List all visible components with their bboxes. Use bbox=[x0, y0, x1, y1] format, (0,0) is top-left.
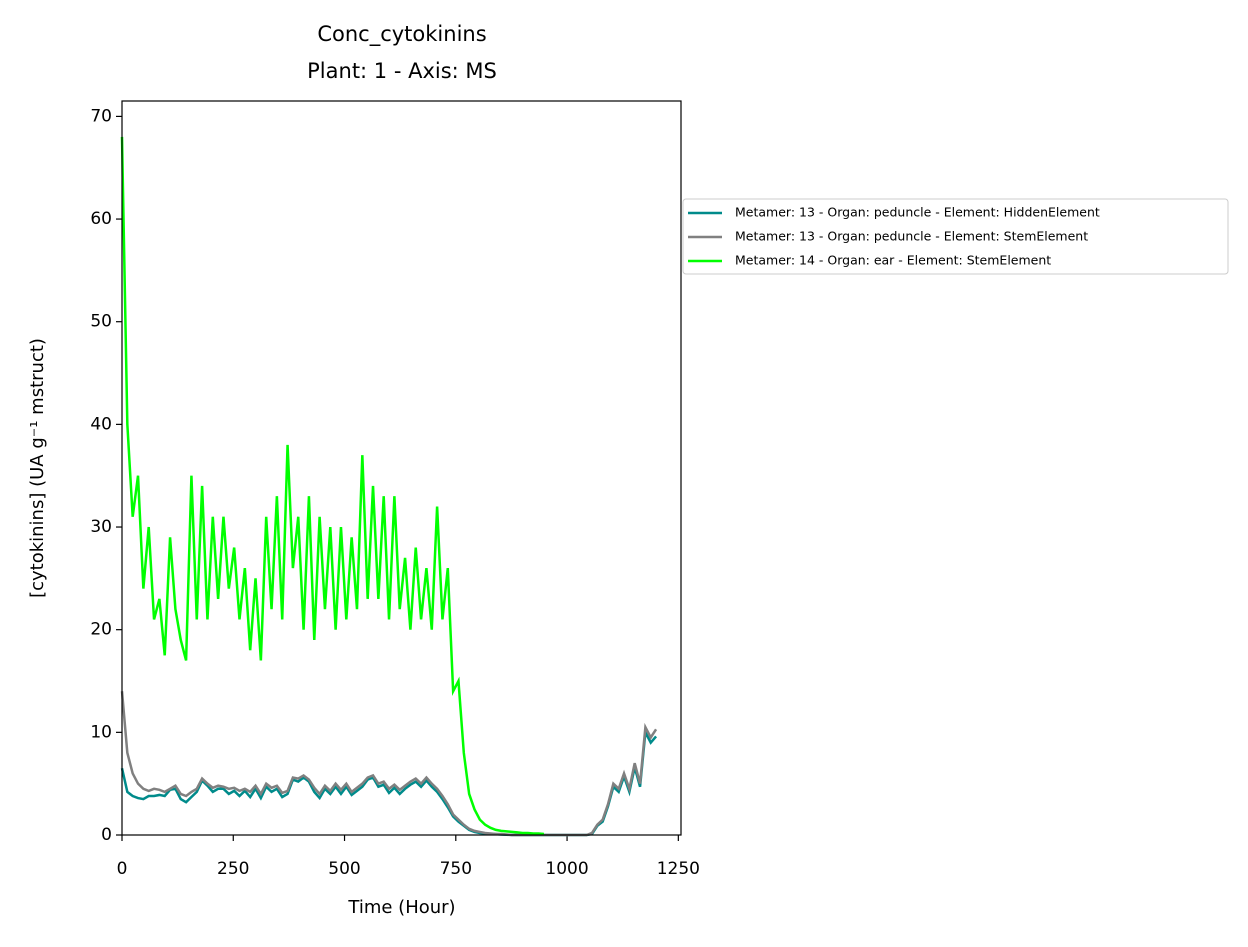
chart-title: Conc_cytokinins bbox=[317, 22, 486, 47]
y-tick-label: 50 bbox=[90, 312, 112, 332]
y-tick-label: 20 bbox=[90, 620, 112, 640]
y-tick-label: 30 bbox=[90, 517, 112, 537]
x-tick-label: 1000 bbox=[545, 859, 588, 879]
legend-label: Metamer: 13 - Organ: peduncle - Element:… bbox=[735, 229, 1088, 244]
legend-box bbox=[682, 198, 1229, 275]
x-tick-label: 1250 bbox=[657, 859, 700, 879]
series-line bbox=[120, 691, 658, 837]
legend-label: Metamer: 14 - Organ: ear - Element: Stem… bbox=[735, 253, 1051, 268]
x-tick-label: 0 bbox=[117, 859, 128, 879]
y-tick-label: 10 bbox=[90, 722, 112, 742]
x-tick-label: 750 bbox=[440, 859, 472, 879]
y-tick-label: 0 bbox=[101, 825, 112, 845]
legend-label: Metamer: 13 - Organ: peduncle - Element:… bbox=[735, 205, 1100, 220]
series-line bbox=[120, 728, 658, 837]
x-tick-label: 250 bbox=[217, 859, 249, 879]
chart-subtitle: Plant: 1 - Axis: MS bbox=[307, 59, 497, 83]
y-tick-label: 70 bbox=[90, 106, 112, 126]
series-line bbox=[120, 136, 545, 836]
y-tick-label: 40 bbox=[90, 414, 112, 434]
x-axis-label: Time (Hour) bbox=[347, 897, 455, 918]
plot-frame bbox=[121, 100, 682, 836]
y-tick-label: 60 bbox=[90, 209, 112, 229]
y-axis-label: [cytokinins] (UA g⁻¹ mstruct) bbox=[27, 338, 48, 598]
x-tick-label: 500 bbox=[328, 859, 360, 879]
